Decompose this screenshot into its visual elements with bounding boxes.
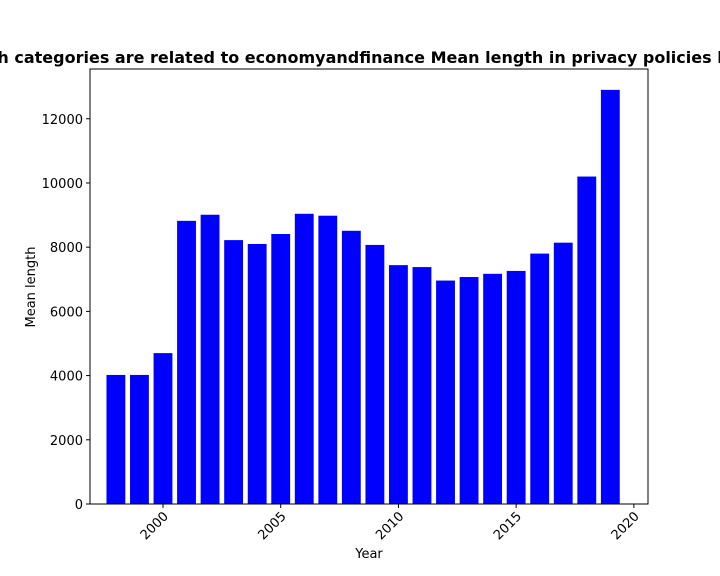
bars-group — [106, 89, 620, 505]
bar-2013 — [459, 277, 479, 504]
bar-2008 — [341, 230, 361, 505]
x-tick-label: 2005 — [256, 509, 290, 543]
bar-2019 — [600, 89, 620, 505]
x-tick-label: 2015 — [491, 509, 525, 543]
bar-2015 — [506, 270, 526, 504]
bar-2007 — [318, 215, 338, 504]
y-tick-label: 12000 — [42, 113, 83, 128]
plot-frame — [89, 68, 649, 505]
bar-2000 — [153, 353, 173, 504]
y-tick-label: 4000 — [50, 370, 83, 385]
bar-2004 — [247, 243, 267, 504]
bar-2002 — [200, 214, 220, 504]
bar-2006 — [294, 213, 314, 505]
x-tick-label: 2020 — [609, 509, 643, 543]
bar-2009 — [365, 244, 385, 504]
y-axis-label: Mean length — [24, 247, 39, 328]
y-tick-label: 2000 — [50, 434, 83, 449]
bar-2014 — [483, 273, 503, 504]
bar-2016 — [530, 253, 550, 504]
x-tick-label: 2000 — [138, 509, 172, 543]
y-axis-ticks: 0 2000 4000 6000 8000 10000 12000 — [42, 113, 90, 513]
x-axis-label: Year — [354, 547, 383, 562]
bar-1999 — [130, 374, 149, 504]
bar-2017 — [553, 242, 573, 504]
y-tick-label: 10000 — [42, 177, 83, 192]
y-tick-label: 8000 — [50, 241, 83, 256]
chart-title: Which categories are related to economya… — [0, 48, 720, 67]
bar-1998 — [106, 374, 126, 504]
bar-2001 — [177, 220, 196, 504]
bar-2010 — [389, 265, 408, 504]
x-tick-label: 2010 — [373, 509, 407, 543]
bar-2011 — [412, 267, 432, 504]
bar-2003 — [224, 240, 244, 505]
x-axis-ticks: 2000 2005 2010 2015 2020 — [138, 504, 643, 543]
y-tick-label: 0 — [75, 498, 83, 513]
bar-2018 — [577, 176, 597, 505]
y-tick-label: 6000 — [50, 305, 83, 320]
bar-2012 — [436, 280, 455, 504]
bar-2005 — [271, 234, 291, 504]
